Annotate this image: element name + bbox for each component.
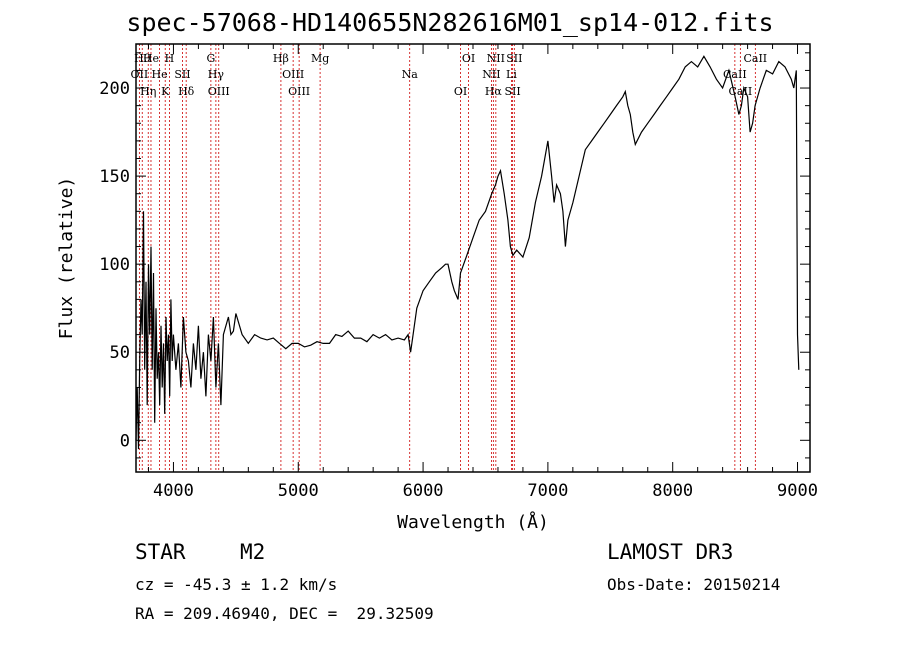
x-axis-label: Wavelength (Å) [397, 511, 549, 533]
obs-date: Obs-Date: 20150214 [607, 575, 781, 594]
line-marker-label: Hθ [134, 52, 151, 65]
axis-ticks: 4000 5000 6000 7000 8000 9000 0 50 100 150 200 [99, 44, 818, 501]
line-marker-label: NII [487, 52, 505, 65]
y-tick-label: 0 [120, 431, 130, 451]
y-tick-label: 50 [110, 343, 130, 363]
x-tick-label: 8000 [652, 481, 693, 501]
line-marker-label: SII [504, 85, 520, 98]
y-tick-label: 150 [99, 167, 130, 187]
line-marker-label: H [165, 52, 175, 65]
line-marker-label: OII [131, 68, 149, 81]
coordinates: RA = 209.46940, DEC = 29.32509 [135, 604, 434, 623]
plot-frame [135, 43, 811, 473]
line-marker-label: SII [506, 52, 522, 65]
line-marker-label: He [152, 68, 168, 81]
line-marker-label: Mg [311, 52, 329, 65]
y-tick-label: 200 [99, 79, 130, 99]
line-marker-label: G [206, 52, 215, 65]
line-marker-label: NII [482, 68, 500, 81]
survey-name: LAMOST DR3 [607, 540, 734, 564]
line-marker-label: Hδ [178, 85, 195, 98]
line-marker-label: CaII [723, 68, 747, 81]
line-marker-label: OIII [288, 85, 310, 98]
x-tick-label: 7000 [527, 481, 568, 501]
line-marker-label: Li [506, 68, 517, 81]
line-marker-label: Hγ [208, 68, 225, 81]
line-marker-label: CaII [743, 52, 767, 65]
line-label-group: Hθ OII Hη He He K H SII Hδ G Hγ OIII Hβ OIII OIII Mg Na O… [131, 52, 768, 98]
line-marker-label: OI [462, 52, 475, 65]
line-marker-label: Hα [485, 85, 503, 98]
line-marker-label: He [143, 52, 159, 65]
line-marker-label: CaII [729, 85, 753, 98]
y-tick-label: 100 [99, 255, 130, 275]
spectrum-series-line [135, 55, 800, 450]
line-marker-label: SII [174, 68, 190, 81]
line-marker-label: K [161, 85, 170, 98]
line-marker-label: Hη [140, 85, 156, 98]
line-marker-label: Hβ [273, 52, 289, 65]
line-marker-group [138, 44, 756, 472]
line-marker-label: OI [454, 85, 467, 98]
line-marker-label: OIII [282, 68, 304, 81]
x-tick-label: 9000 [777, 481, 818, 501]
object-subclass: M2 [240, 540, 266, 564]
redshift-info: cz = -45.3 ± 1.2 km/s [135, 575, 338, 594]
line-marker-label: Na [402, 68, 419, 81]
x-tick-label: 4000 [153, 481, 194, 501]
y-axis-label: Flux (relative) [56, 177, 77, 340]
x-tick-label: 5000 [278, 481, 319, 501]
x-tick-label: 6000 [403, 481, 444, 501]
object-class: STAR [135, 540, 186, 564]
chart-title: spec-57068-HD140655N282616M01_sp14-012.f… [126, 8, 774, 37]
line-marker-label: OIII [208, 85, 230, 98]
